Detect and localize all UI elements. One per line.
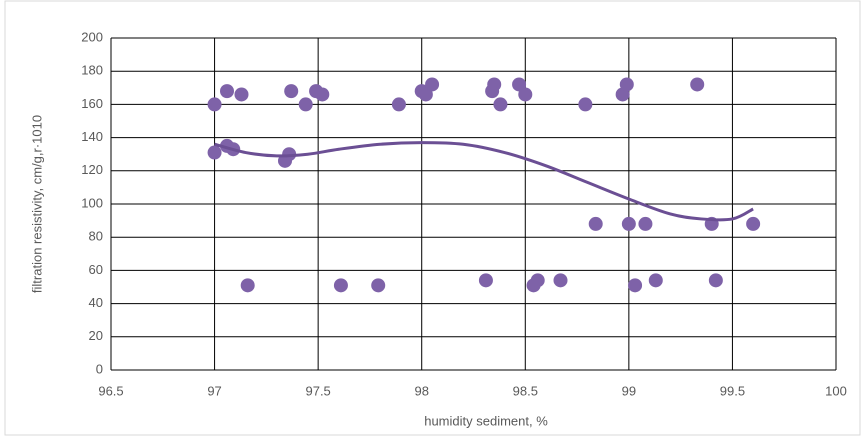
point (530, 273, 545, 288)
point (588, 216, 603, 231)
y-tick-label: 180 (81, 63, 103, 78)
y-tick-label: 200 (81, 29, 103, 44)
point (333, 278, 348, 293)
chart-frame (4, 0, 861, 436)
y-tick-label: 140 (81, 129, 103, 144)
x-tick-label: 100 (825, 383, 847, 398)
point (518, 87, 533, 102)
y-axis-label: filtration resistivity, cm/g,r·1010 (29, 115, 44, 293)
y-tick-label: 0 (96, 361, 103, 376)
point (708, 273, 723, 288)
point (578, 97, 593, 112)
y-tick-label: 120 (81, 162, 103, 177)
point (298, 97, 313, 112)
point (234, 87, 249, 102)
point (418, 87, 433, 102)
y-tick-label: 60 (89, 262, 103, 277)
x-tick-label: 98 (414, 383, 428, 398)
point (512, 77, 527, 92)
point (621, 216, 636, 231)
point (628, 278, 643, 293)
point (690, 77, 705, 92)
point (315, 87, 330, 102)
point (487, 77, 502, 92)
point (425, 77, 440, 92)
y-tick-label: 100 (81, 195, 103, 210)
x-tick-label: 97.5 (305, 383, 330, 398)
y-tick-label: 40 (89, 295, 103, 310)
x-tick-label: 96.5 (98, 383, 123, 398)
point (638, 216, 653, 231)
x-tick-label: 99.5 (720, 383, 745, 398)
point (371, 278, 386, 293)
point (207, 97, 222, 112)
point (207, 145, 222, 160)
point (240, 278, 255, 293)
x-tick-label: 99 (622, 383, 636, 398)
point (493, 97, 508, 112)
point (220, 84, 234, 99)
x-axis-label: humidity sediment, % (424, 413, 548, 428)
point (478, 273, 493, 288)
point (746, 216, 761, 231)
point (391, 97, 406, 112)
trendline (214, 141, 754, 222)
y-tick-label: 160 (81, 96, 103, 111)
point (648, 273, 663, 288)
point (619, 77, 634, 92)
y-tick-label: 80 (89, 229, 103, 244)
point (284, 84, 299, 99)
point (553, 273, 568, 288)
y-tick-label: 20 (89, 328, 103, 343)
x-tick-label: 98.5 (513, 383, 538, 398)
x-tick-label: 97 (207, 383, 221, 398)
